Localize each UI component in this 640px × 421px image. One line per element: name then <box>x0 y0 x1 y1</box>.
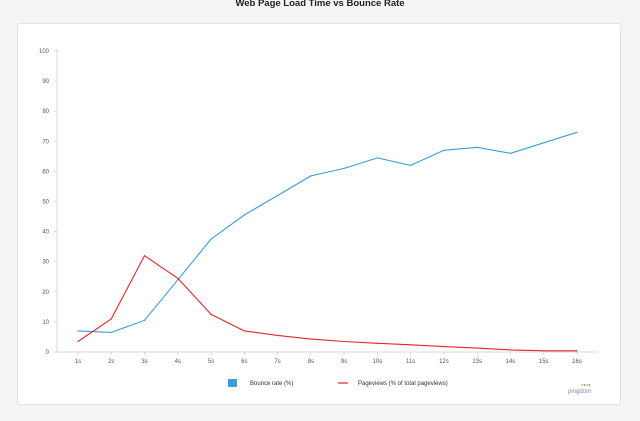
x-tick-label: 6s <box>241 359 247 365</box>
logo-dot <box>588 384 591 386</box>
x-tick-label: 12s <box>439 359 449 365</box>
chart-title: Web Page Load Time vs Bounce Rate <box>235 0 405 9</box>
series-1-point <box>509 152 512 154</box>
x-tick-label: 13s <box>472 359 482 365</box>
series-2-point <box>243 330 245 332</box>
series-2-point <box>110 318 112 320</box>
series-2-point <box>177 277 179 279</box>
series-2-point <box>576 350 578 352</box>
y-tick-label: 20 <box>42 290 49 296</box>
legend-label-pageviews: Pageviews (% of total pageviews) <box>358 381 448 387</box>
x-tick-label: 14s <box>506 359 516 365</box>
series-2-point <box>310 338 312 340</box>
y-tick-label: 0 <box>46 350 50 356</box>
series-2-point <box>509 349 512 351</box>
legend-label-bounce-rate: Bounce rate (%) <box>250 381 293 387</box>
y-tick-label: 30 <box>42 260 49 266</box>
logo-dot <box>581 384 583 386</box>
series-1-point <box>177 279 179 281</box>
series-1-point <box>476 146 478 148</box>
y-tick-label: 50 <box>42 200 49 206</box>
y-tick-label: 80 <box>42 109 49 115</box>
y-tick-label: 40 <box>42 230 49 236</box>
x-tick-label: 4s <box>175 359 181 365</box>
series-2-point <box>210 313 212 315</box>
legend-swatch-bounce-rate <box>228 379 237 387</box>
x-tick-label: 2s <box>108 359 114 365</box>
pingdom-logo: pingdom <box>568 384 591 395</box>
series-2-point <box>376 342 378 344</box>
series-line-2 <box>77 255 577 352</box>
series-1-point <box>210 238 212 240</box>
series-2-point <box>143 255 146 257</box>
series-1-point <box>576 131 578 133</box>
logo-dot <box>583 384 586 386</box>
series-1-point <box>443 149 445 151</box>
series-2-point <box>476 347 478 349</box>
series-1-point <box>243 214 245 216</box>
series-2-point <box>543 350 545 352</box>
x-tick-label: 9s <box>341 359 347 365</box>
y-tick-label: 60 <box>42 169 49 175</box>
series-2-point <box>410 344 412 346</box>
series-2-point <box>443 345 445 348</box>
series-2-point <box>277 334 279 337</box>
x-tick-label: 10s <box>373 359 383 365</box>
pingdom-logo-text: pingdom <box>568 389 591 395</box>
series-1-point <box>543 142 545 144</box>
chart-card <box>17 23 621 405</box>
x-tick-label: 11s <box>406 359 415 365</box>
series-1-point <box>77 330 79 332</box>
y-tick-label: 70 <box>42 139 49 145</box>
x-tick-label: 3s <box>141 359 147 365</box>
series-line-1 <box>77 131 578 333</box>
series-1-point <box>343 167 345 169</box>
x-tick-label: 15s <box>539 359 549 365</box>
series-1-point <box>110 331 112 334</box>
y-tick-label: 10 <box>42 320 49 326</box>
y-tick-label: 90 <box>42 79 49 85</box>
series-1-point <box>376 157 378 159</box>
x-tick-label: 1s <box>75 359 81 365</box>
x-tick-label: 7s <box>274 359 280 365</box>
series-1-point <box>410 164 412 166</box>
series-1-point <box>277 194 279 197</box>
series-2-point <box>77 340 79 343</box>
x-tick-label: 8s <box>308 359 314 365</box>
series-1-point <box>143 319 146 321</box>
x-tick-label: 16s <box>572 359 582 365</box>
x-tick-label: 5s <box>208 359 214 365</box>
y-tick-label: 100 <box>39 49 50 55</box>
logo-dot <box>586 384 588 386</box>
series-2-point <box>343 340 345 343</box>
series-1-point <box>310 175 312 177</box>
